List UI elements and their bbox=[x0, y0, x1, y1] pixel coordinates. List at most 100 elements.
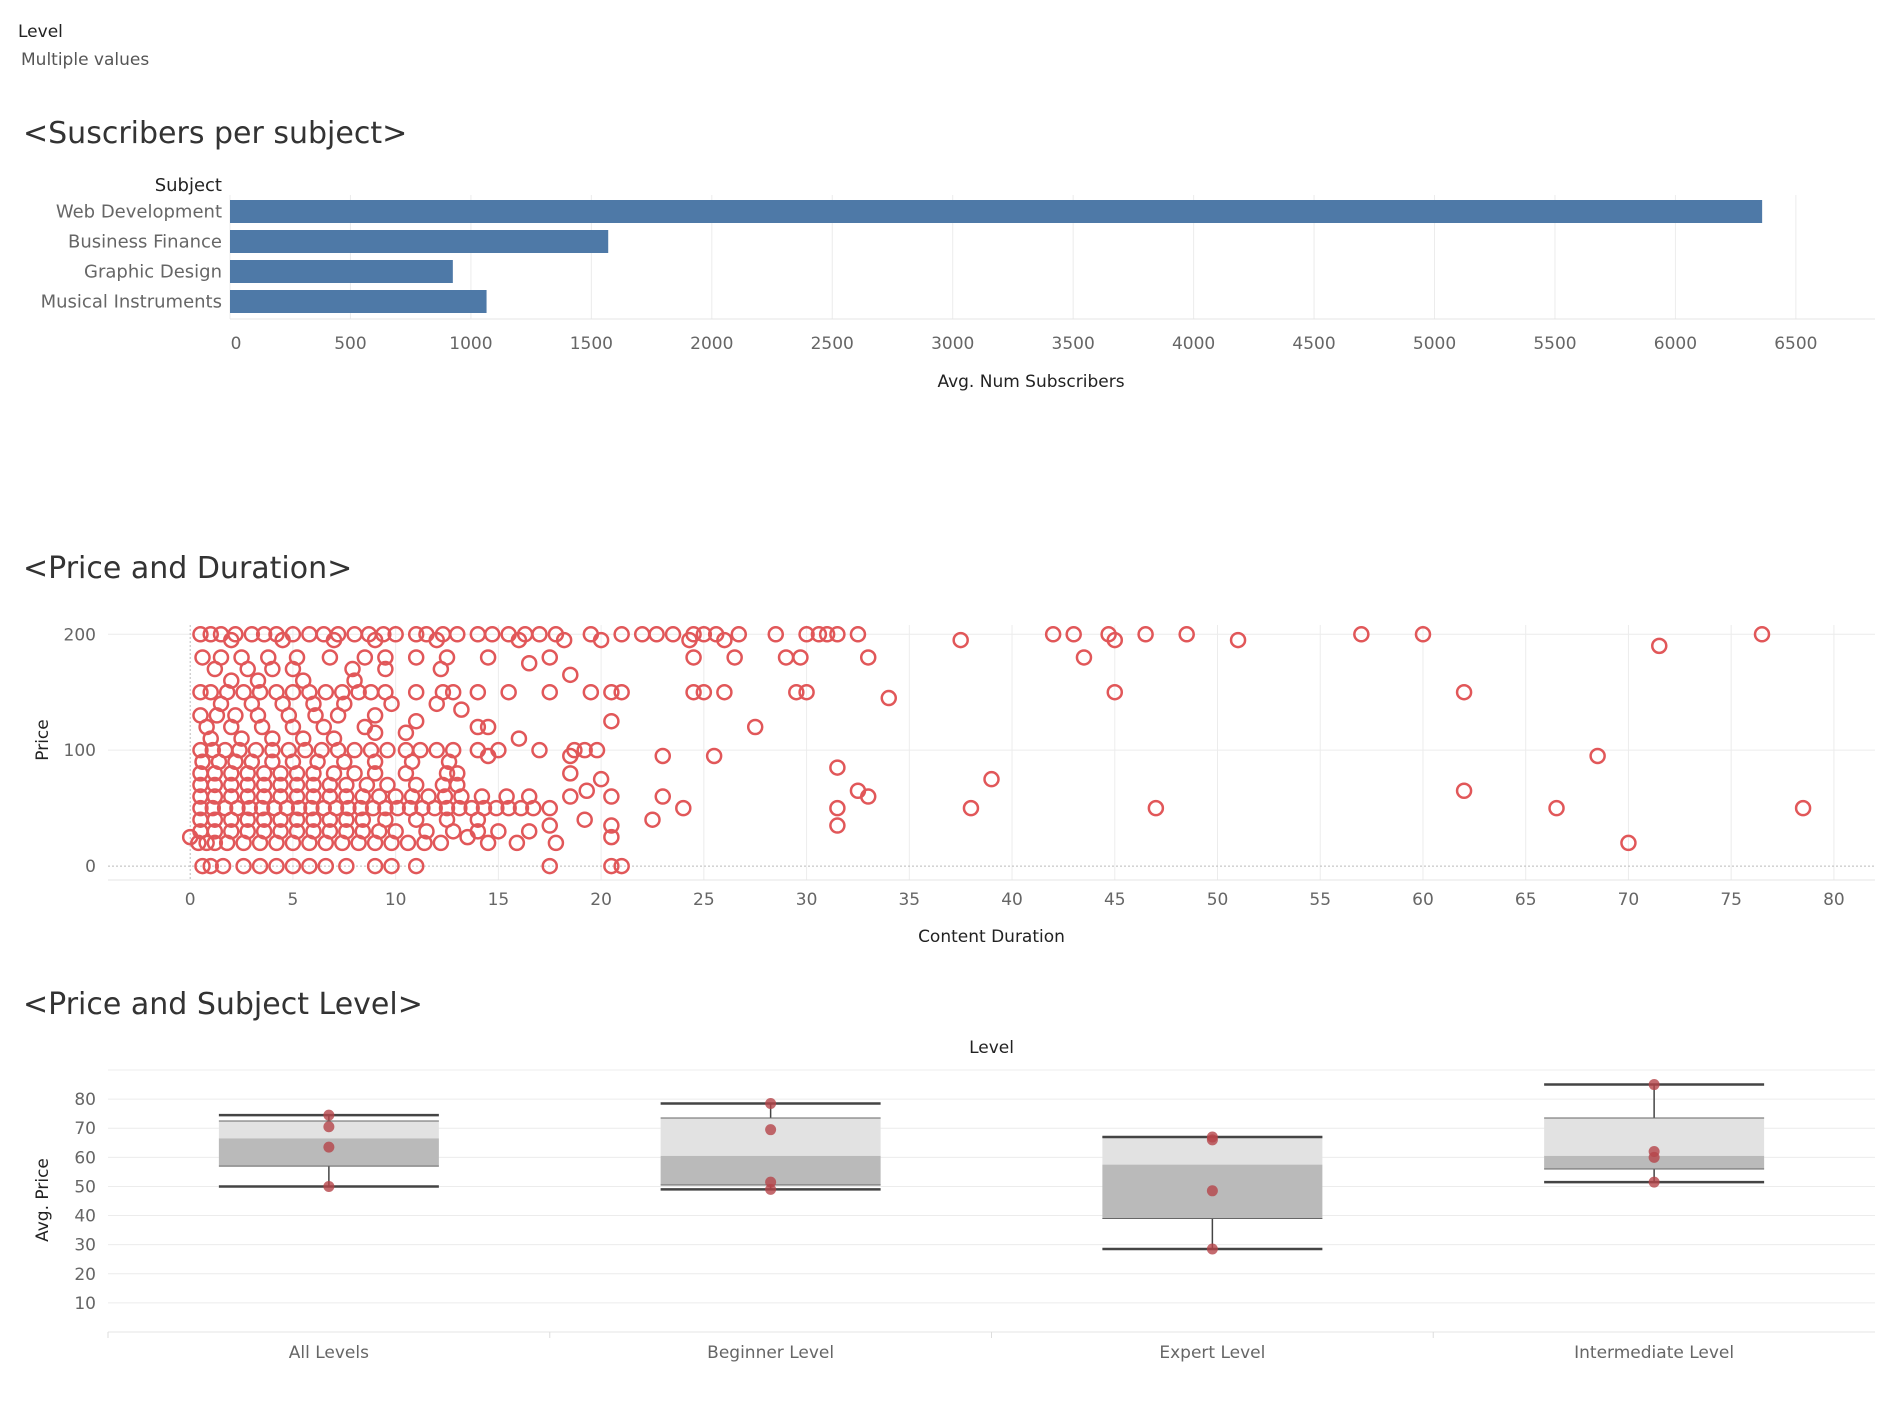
data-point bbox=[648, 626, 665, 643]
data-point bbox=[407, 626, 425, 643]
data-point bbox=[264, 741, 281, 759]
data-point bbox=[613, 626, 630, 643]
data-point bbox=[294, 730, 312, 747]
data-point bbox=[603, 788, 620, 805]
y-tick-label: 40 bbox=[74, 1207, 96, 1227]
data-point bbox=[272, 765, 289, 782]
data-point bbox=[194, 649, 211, 666]
data-point bbox=[223, 776, 240, 794]
data-point bbox=[829, 799, 846, 817]
data-point bbox=[1147, 799, 1165, 817]
data-point bbox=[305, 695, 322, 713]
data-point bbox=[366, 724, 384, 742]
data-point bbox=[407, 712, 425, 730]
data-point bbox=[379, 741, 396, 759]
data-point bbox=[765, 1097, 777, 1109]
data-point bbox=[1548, 799, 1565, 817]
data-point bbox=[576, 811, 593, 828]
data-point bbox=[576, 741, 593, 759]
data-point bbox=[303, 799, 320, 817]
data-point bbox=[432, 660, 450, 678]
data-point bbox=[520, 655, 538, 672]
data-point bbox=[255, 811, 273, 828]
data-point bbox=[192, 799, 209, 817]
data-point bbox=[377, 660, 394, 678]
data-point bbox=[1206, 1185, 1218, 1197]
data-point bbox=[206, 823, 224, 840]
data-point bbox=[792, 649, 809, 666]
x-tick-label: 10 bbox=[385, 890, 407, 910]
data-point bbox=[716, 683, 733, 701]
x-tick-label: 4000 bbox=[1172, 334, 1215, 354]
x-tick-label: 5500 bbox=[1533, 334, 1576, 354]
data-point bbox=[1206, 1134, 1218, 1146]
bar bbox=[230, 200, 1763, 223]
data-point bbox=[479, 834, 497, 852]
x-tick-label: 65 bbox=[1515, 890, 1537, 910]
data-point bbox=[500, 683, 517, 701]
data-point bbox=[473, 788, 491, 805]
scatter-chart-title: <Price and Duration> bbox=[23, 551, 353, 586]
data-point bbox=[366, 753, 384, 771]
data-point bbox=[223, 765, 240, 782]
data-point bbox=[352, 799, 369, 817]
data-point bbox=[418, 823, 435, 840]
data-point bbox=[695, 683, 713, 701]
data-point bbox=[798, 626, 815, 643]
data-point bbox=[407, 683, 425, 701]
data-point bbox=[235, 683, 252, 701]
data-point bbox=[730, 626, 748, 643]
data-point bbox=[366, 857, 384, 875]
data-point bbox=[788, 683, 805, 701]
data-point bbox=[1353, 626, 1370, 643]
data-point bbox=[255, 776, 273, 794]
data-point bbox=[206, 788, 224, 805]
data-point bbox=[192, 626, 209, 643]
data-point bbox=[1648, 1151, 1660, 1163]
data-point bbox=[202, 626, 219, 643]
data-point bbox=[469, 811, 487, 828]
data-point bbox=[255, 765, 273, 782]
data-point bbox=[354, 788, 372, 805]
data-point bbox=[469, 683, 487, 701]
data-point bbox=[508, 834, 526, 852]
y-tick-label: 0 bbox=[85, 857, 96, 877]
data-point bbox=[264, 730, 281, 747]
data-point bbox=[366, 631, 384, 649]
data-point bbox=[582, 683, 600, 701]
filter-value[interactable]: Multiple values bbox=[21, 50, 150, 70]
data-point bbox=[829, 759, 846, 776]
category-label: Web Development bbox=[56, 202, 222, 223]
data-point bbox=[251, 857, 269, 875]
data-point bbox=[305, 811, 322, 828]
data-point bbox=[438, 799, 456, 817]
data-point bbox=[440, 753, 458, 771]
data-point bbox=[603, 817, 620, 834]
data-point bbox=[350, 834, 367, 852]
data-point bbox=[428, 631, 445, 649]
data-point bbox=[206, 811, 224, 828]
data-point bbox=[952, 631, 969, 649]
data-point bbox=[317, 683, 335, 701]
x-tick-label: 3000 bbox=[931, 334, 974, 354]
data-point bbox=[469, 718, 487, 736]
data-point bbox=[241, 799, 259, 817]
data-point bbox=[654, 747, 672, 765]
category-label: Expert Level bbox=[1159, 1343, 1265, 1363]
data-point bbox=[321, 776, 339, 794]
x-tick-label: 75 bbox=[1720, 890, 1742, 910]
filter-label: Level bbox=[18, 22, 63, 42]
data-point bbox=[765, 1183, 777, 1195]
data-point bbox=[541, 799, 558, 817]
data-point bbox=[407, 811, 425, 828]
data-point bbox=[592, 770, 610, 788]
data-point bbox=[307, 707, 324, 724]
data-point bbox=[613, 683, 630, 701]
data-point bbox=[498, 788, 515, 805]
data-point bbox=[520, 823, 538, 840]
data-point bbox=[451, 799, 468, 817]
data-point bbox=[338, 811, 355, 828]
data-point bbox=[323, 1109, 335, 1121]
level-filter[interactable]: Level Multiple values bbox=[18, 22, 149, 70]
data-point bbox=[284, 683, 302, 701]
